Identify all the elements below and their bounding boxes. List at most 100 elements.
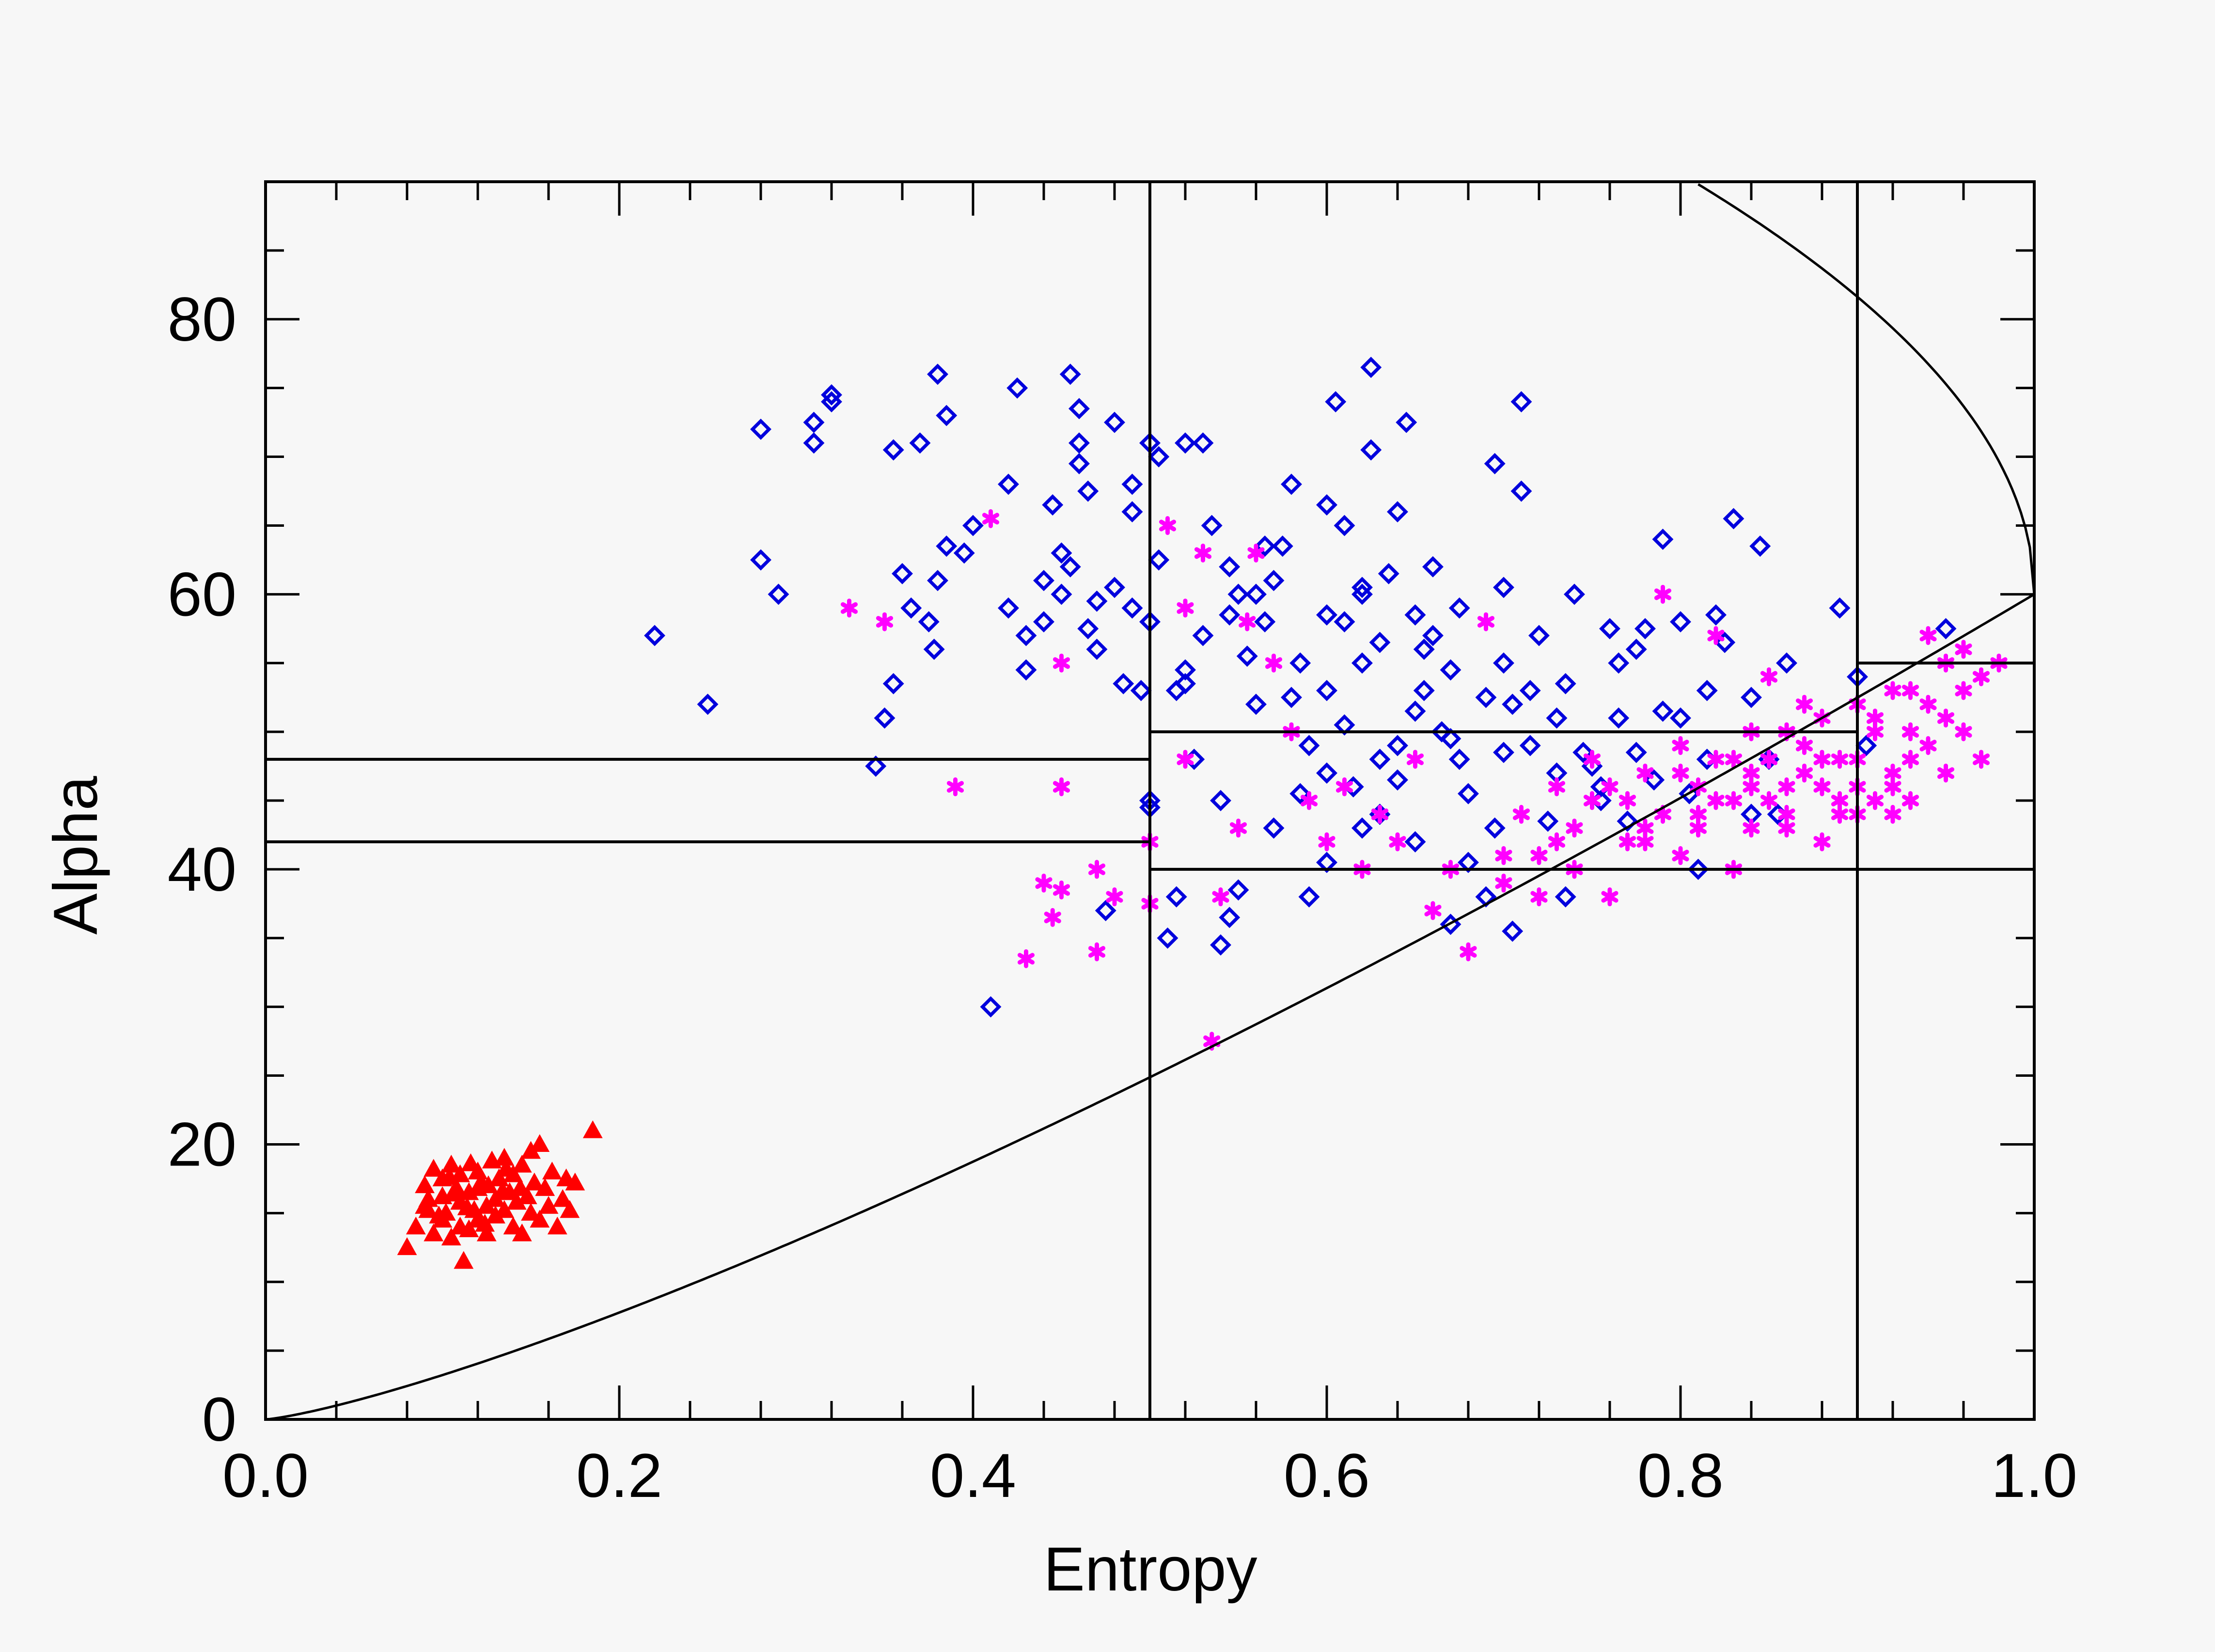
diamond-point [927,363,948,385]
diamond-point [1175,659,1196,681]
diamond-point [909,432,931,454]
asterisk-stroke [1884,684,1901,696]
asterisk-point [1901,681,1919,700]
diamond-point [1776,652,1797,674]
diamond-point [1519,735,1541,756]
asterisk-stroke [1203,1035,1221,1047]
asterisk-stroke [1335,781,1353,793]
diamond-point [1263,817,1285,839]
asterisk-stroke [1689,822,1707,834]
asterisk-point [1795,763,1813,783]
asterisk-stroke [1177,602,1194,614]
asterisk-point [1743,818,1760,838]
asterisk-point [1937,708,1955,728]
asterisk-stroke [1795,739,1813,752]
asterisk-stroke [1460,946,1477,958]
asterisk-point [1265,653,1283,673]
asterisk-stroke [982,513,1000,525]
diamond-point [1502,693,1524,715]
asterisk-stroke [1654,588,1672,600]
diamond-point [803,411,825,433]
diamond-point [1448,597,1470,619]
asterisk-stroke [1601,781,1618,793]
diamond-point [1510,480,1532,502]
asterisk-point [1601,887,1618,907]
asterisk-point [1424,901,1442,920]
asterisk-stroke [1707,753,1725,765]
axes: 0.0 0.2 0.4 0.6 0.8 1.0 0 20 40 60 80 [168,180,2077,1510]
asterisk-point [1548,832,1566,851]
asterisk-point [1177,750,1194,769]
asterisk-stroke [1106,891,1123,903]
diamond-point [1484,817,1506,839]
asterisk-point [1707,626,1725,645]
diamond-point [1175,432,1196,454]
asterisk-point [1035,873,1053,893]
diamond-point [1625,638,1647,660]
triangle-point [560,1200,580,1218]
diamond-point [1245,693,1267,715]
asterisk-point [1743,763,1760,783]
asterisk-stroke [1901,795,1919,806]
diamond-point [1378,563,1399,584]
asterisk-point [1866,708,1884,728]
asterisk-point [1583,750,1601,769]
diamond-point [1652,700,1674,722]
diamond-point [1051,542,1072,564]
asterisk-stroke [1088,863,1106,875]
asterisk-stroke [1725,753,1743,765]
asterisk-point [1053,777,1070,797]
diamond-point [1059,556,1081,578]
y-tick-label: 40 [168,835,236,904]
asterisk-stroke [1239,616,1256,628]
diamond-point [1369,748,1391,770]
diamond-point [1298,735,1320,756]
asterisk-stroke [1495,850,1512,862]
asterisk-stroke [1972,671,1990,683]
asterisk-point [1371,804,1389,824]
asterisk-stroke [1901,726,1919,738]
diamond-point [1387,769,1408,791]
asterisk-stroke [1955,643,1972,655]
asterisk-point [1919,694,1937,714]
diamond-point [1351,817,1373,839]
asterisk-stroke [1636,836,1654,848]
asterisk-point [1831,750,1849,769]
x-tick-label: 0.4 [930,1441,1016,1510]
diamond-point [1121,473,1143,495]
diamond-point [874,707,895,729]
asterisk-point [1053,880,1070,899]
triangle-point [424,1159,444,1177]
asterisk-stroke [1495,877,1512,889]
asterisk-stroke [1760,753,1778,765]
diamond-point [1404,604,1426,626]
diamond-point [1475,687,1497,708]
asterisk-stroke [1159,519,1177,532]
asterisk-stroke [1813,836,1831,848]
asterisk-point [1159,516,1177,535]
triangle-point [524,1172,545,1191]
diamond-point [1289,783,1311,804]
diamond-point [697,693,719,715]
diamond-point [1201,515,1223,536]
asterisk-point [1795,694,1813,714]
diamond-point [1148,446,1170,468]
diamond-point [1741,687,1762,708]
asterisk-stroke [1017,953,1035,965]
asterisk-point [1229,818,1247,838]
asterisk-stroke [1884,767,1901,779]
diamond-point [1493,577,1514,598]
diamond-point [1121,597,1143,619]
diamond-point [1316,762,1337,784]
triangle-point [582,1120,603,1138]
asterisk-point [1636,818,1654,838]
diamond-point [750,418,771,440]
asterisk-stroke [1778,808,1795,820]
asterisk-point [1053,653,1070,673]
asterisk-point [1884,777,1901,797]
asterisk-stroke [1194,547,1212,559]
y-axis-label: Alpha [41,776,110,935]
asterisk-stroke [1813,753,1831,765]
triangle-point [424,1223,444,1242]
asterisk-point [1672,736,1689,755]
